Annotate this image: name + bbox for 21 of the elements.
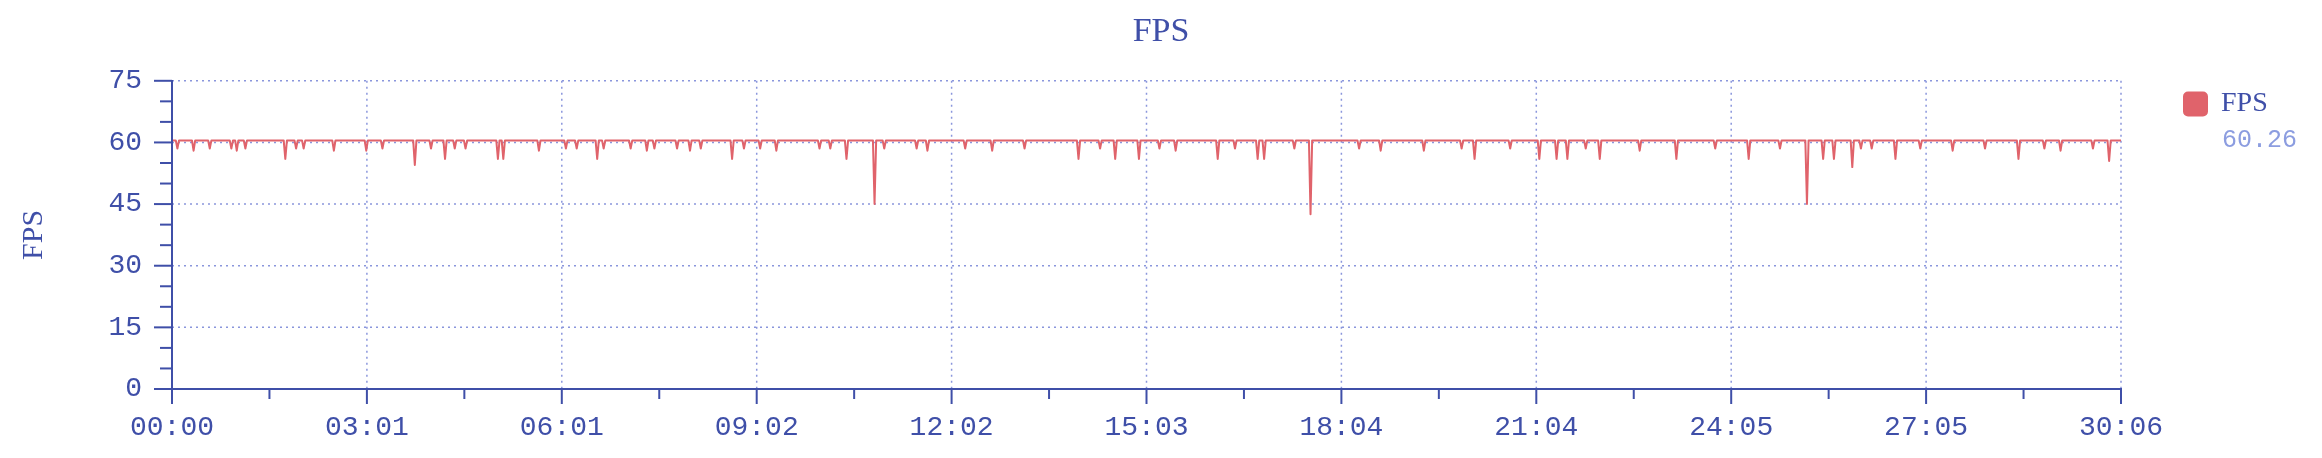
y-axis-title: FPS (14, 209, 48, 260)
y-tick-label: 30 (108, 250, 142, 282)
y-tick-label: 75 (108, 65, 142, 97)
x-tick-label: 21:04 (1494, 412, 1579, 444)
y-tick-label: 15 (108, 311, 142, 343)
y-tick-label: 60 (108, 126, 142, 158)
x-tick-label: 06:01 (519, 412, 604, 444)
text: 60.26 (2222, 125, 2298, 155)
legend-label: FPS (2221, 86, 2268, 118)
x-tick-label: 15:03 (1104, 412, 1189, 444)
x-tick-label: 00:00 (129, 412, 215, 444)
y-tick-label: 0 (125, 373, 142, 405)
x-tick-label: 03:01 (324, 412, 409, 444)
x-tick-label: 18:04 (1299, 412, 1384, 444)
x-tick-label: 30:06 (2078, 412, 2164, 444)
y-tick-label: 45 (108, 188, 142, 220)
x-tick-label: 12:02 (909, 412, 994, 444)
x-tick-label: 27:05 (1884, 412, 1969, 444)
chart-title: FPS (1132, 11, 1190, 49)
x-tick-label: 24:05 (1689, 412, 1774, 444)
x-tick-label: 09:02 (714, 412, 799, 444)
